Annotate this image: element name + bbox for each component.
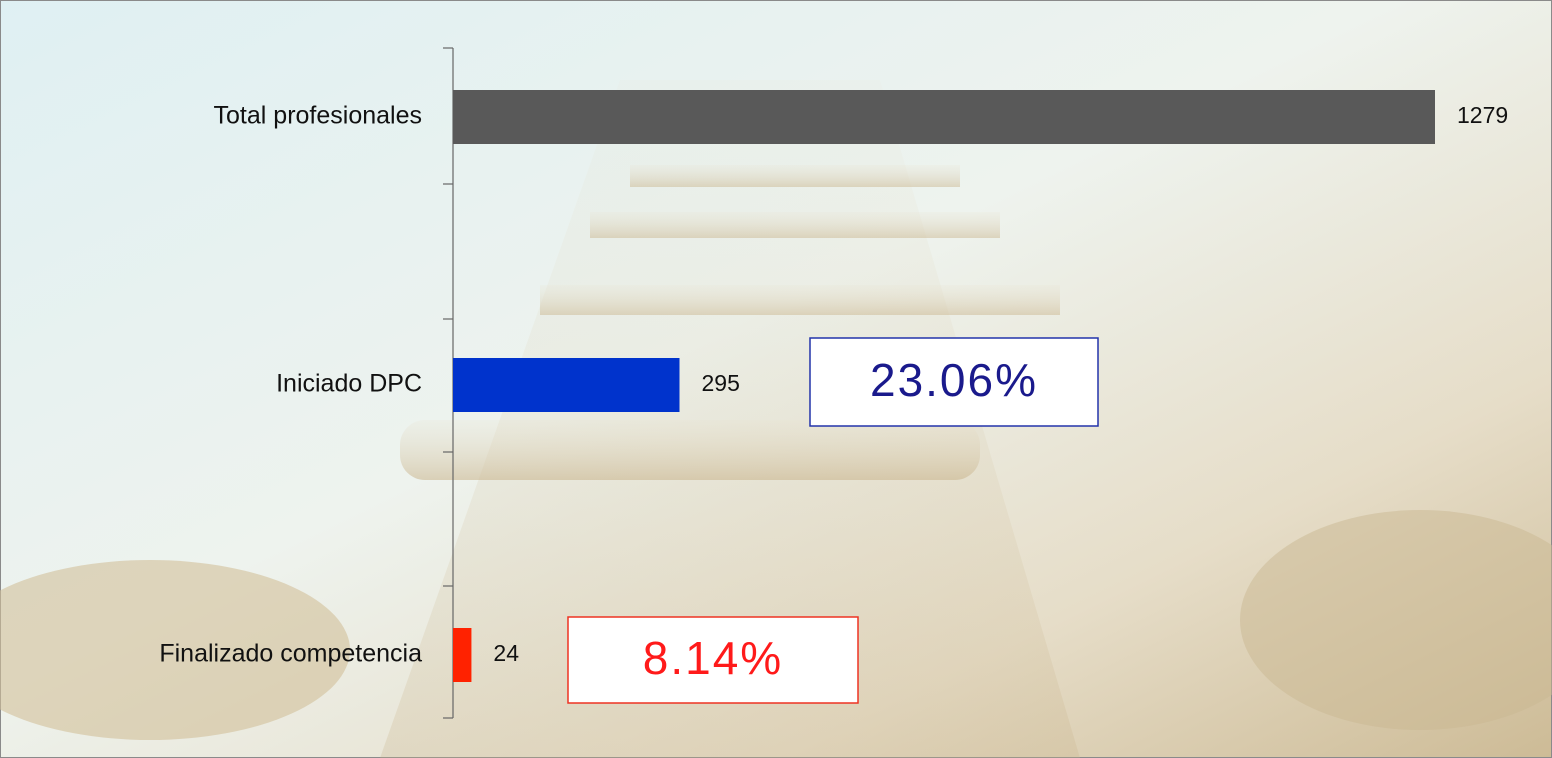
category-label: Finalizado competencia — [159, 640, 422, 668]
category-label: Total profesionales — [214, 102, 422, 130]
bar — [453, 90, 1435, 144]
annotation: 8.14% — [643, 632, 783, 684]
category-label: Iniciado DPC — [276, 370, 422, 398]
background-ladder — [0, 80, 1552, 758]
value-label: 1279 — [1457, 102, 1508, 128]
value-label: 24 — [493, 640, 519, 666]
annotation-box — [567, 616, 859, 704]
annotation-box — [809, 337, 1099, 427]
bar — [453, 628, 472, 682]
value-label: 295 — [701, 370, 739, 396]
annotation: 23.06% — [870, 354, 1038, 406]
bar — [453, 358, 680, 412]
